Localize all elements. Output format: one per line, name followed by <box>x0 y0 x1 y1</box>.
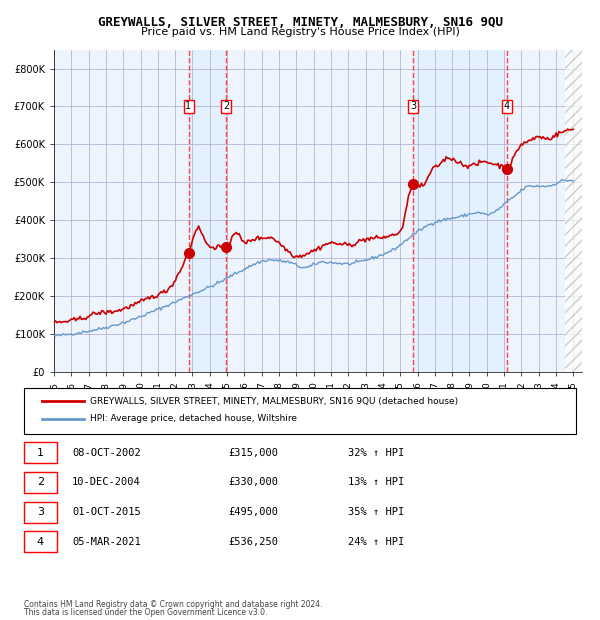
Text: £536,250: £536,250 <box>228 537 278 547</box>
Bar <box>565 50 582 372</box>
Text: 24% ↑ HPI: 24% ↑ HPI <box>348 537 404 547</box>
Text: Price paid vs. HM Land Registry's House Price Index (HPI): Price paid vs. HM Land Registry's House … <box>140 27 460 37</box>
Text: 1: 1 <box>185 102 191 112</box>
Text: HPI: Average price, detached house, Wiltshire: HPI: Average price, detached house, Wilt… <box>90 414 297 423</box>
Text: This data is licensed under the Open Government Licence v3.0.: This data is licensed under the Open Gov… <box>24 608 268 617</box>
Text: 3: 3 <box>37 507 44 517</box>
Text: GREYWALLS, SILVER STREET, MINETY, MALMESBURY, SN16 9QU (detached house): GREYWALLS, SILVER STREET, MINETY, MALMES… <box>90 397 458 405</box>
Text: 4: 4 <box>37 537 44 547</box>
Text: £330,000: £330,000 <box>228 477 278 487</box>
Text: 32% ↑ HPI: 32% ↑ HPI <box>348 448 404 458</box>
Text: 08-OCT-2002: 08-OCT-2002 <box>72 448 141 458</box>
Text: 05-MAR-2021: 05-MAR-2021 <box>72 537 141 547</box>
Bar <box>413 50 507 372</box>
Bar <box>188 50 226 372</box>
Text: £495,000: £495,000 <box>228 507 278 517</box>
Text: 3: 3 <box>410 102 416 112</box>
Text: Contains HM Land Registry data © Crown copyright and database right 2024.: Contains HM Land Registry data © Crown c… <box>24 600 323 609</box>
Text: 1: 1 <box>37 448 44 458</box>
Text: 35% ↑ HPI: 35% ↑ HPI <box>348 507 404 517</box>
Text: 4: 4 <box>504 102 510 112</box>
Text: 2: 2 <box>37 477 44 487</box>
Text: £315,000: £315,000 <box>228 448 278 458</box>
Text: 2: 2 <box>223 102 229 112</box>
Text: GREYWALLS, SILVER STREET, MINETY, MALMESBURY, SN16 9QU: GREYWALLS, SILVER STREET, MINETY, MALMES… <box>97 16 503 29</box>
Text: 10-DEC-2004: 10-DEC-2004 <box>72 477 141 487</box>
Text: 01-OCT-2015: 01-OCT-2015 <box>72 507 141 517</box>
Text: 13% ↑ HPI: 13% ↑ HPI <box>348 477 404 487</box>
